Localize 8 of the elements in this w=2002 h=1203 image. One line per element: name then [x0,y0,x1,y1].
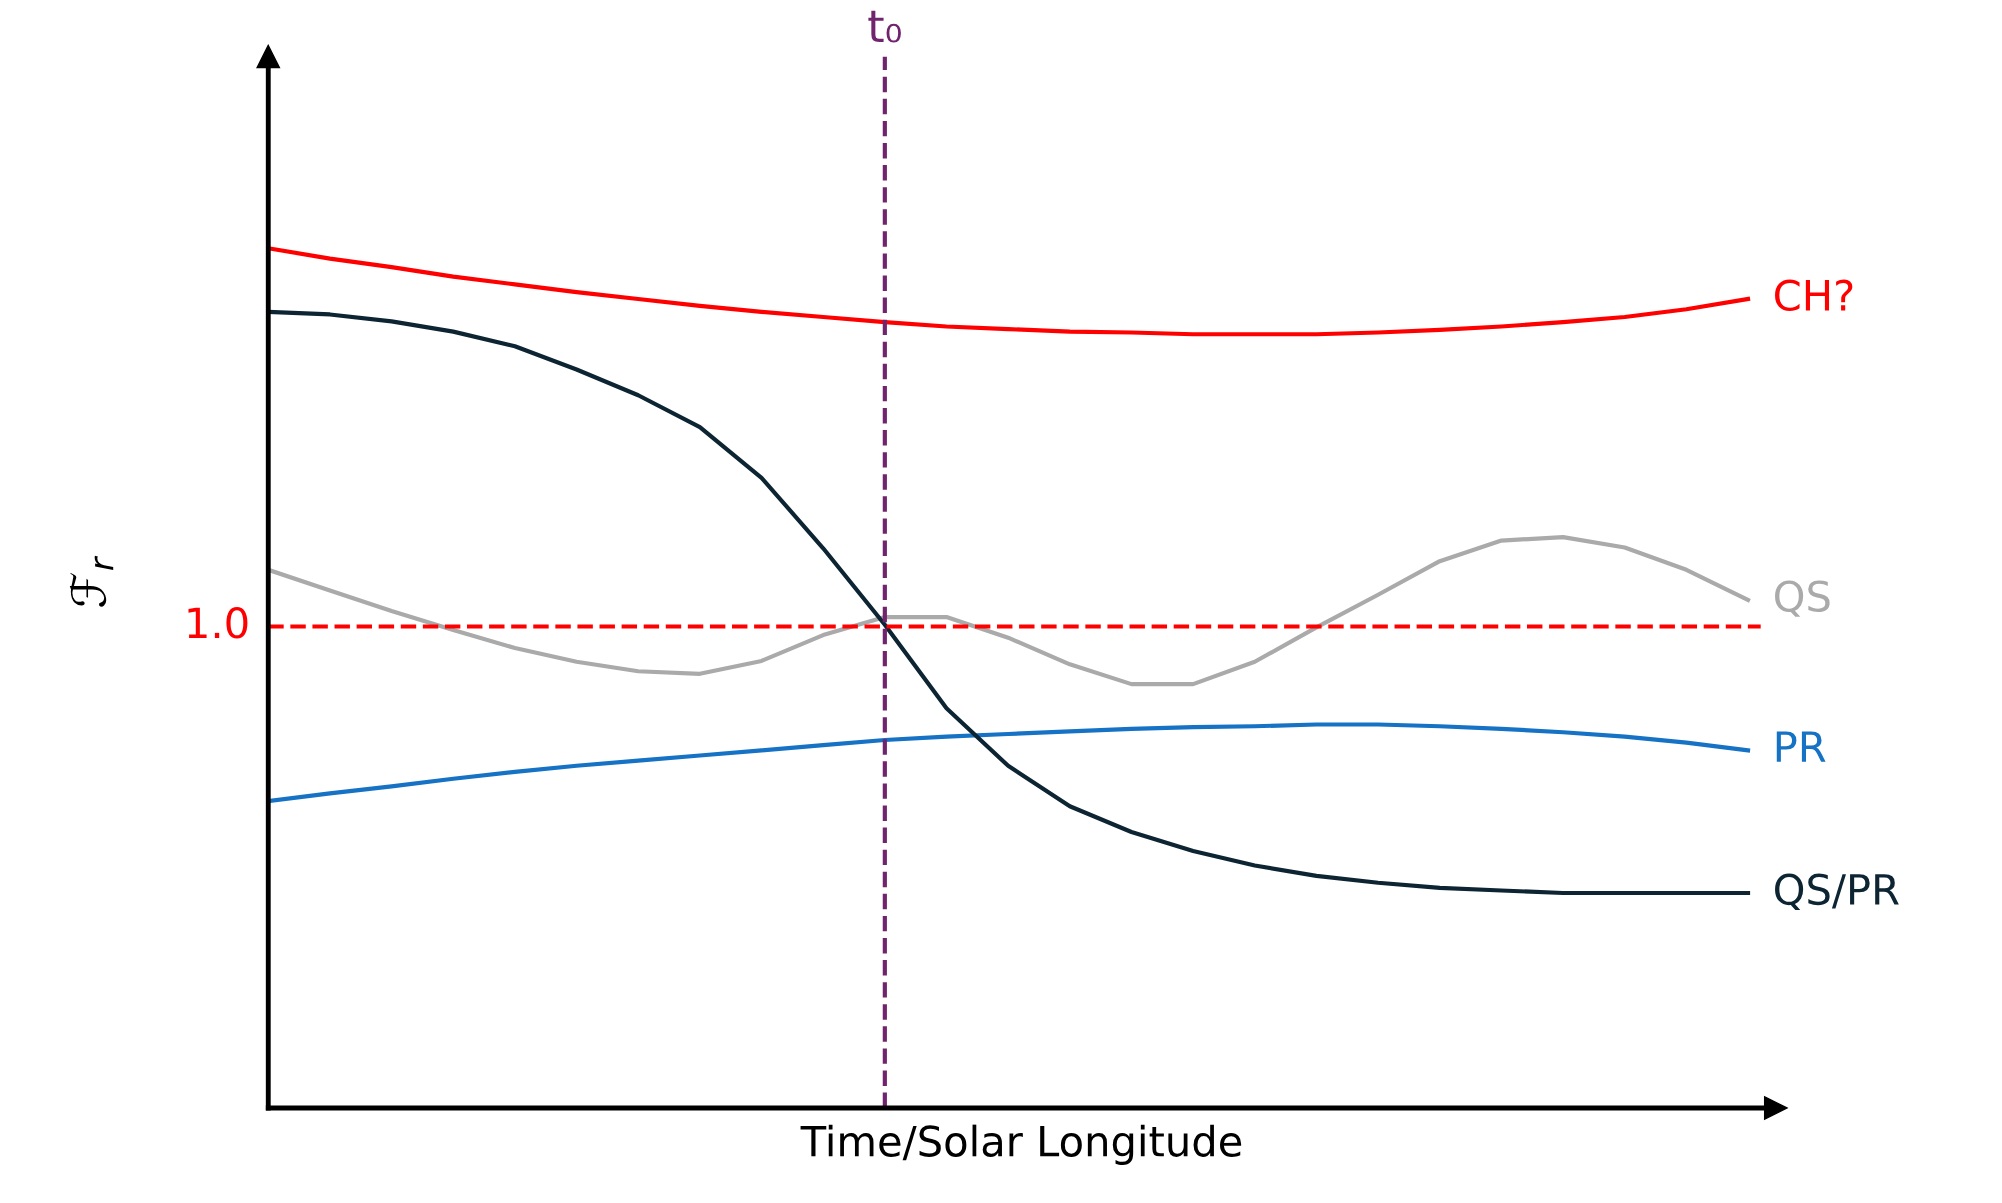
text: 1.0 [188,607,248,639]
series-label: QS [1775,580,1830,617]
series-label: PR [1776,731,1826,762]
series-label: CH? [1775,279,1853,312]
y-axis-title: ℱ$_{r}$ [69,555,114,607]
x-axis-title: Time/Solar Longitude [800,1124,1242,1165]
series-label: QS/PR [1775,873,1899,910]
text: t₀ [868,10,901,43]
